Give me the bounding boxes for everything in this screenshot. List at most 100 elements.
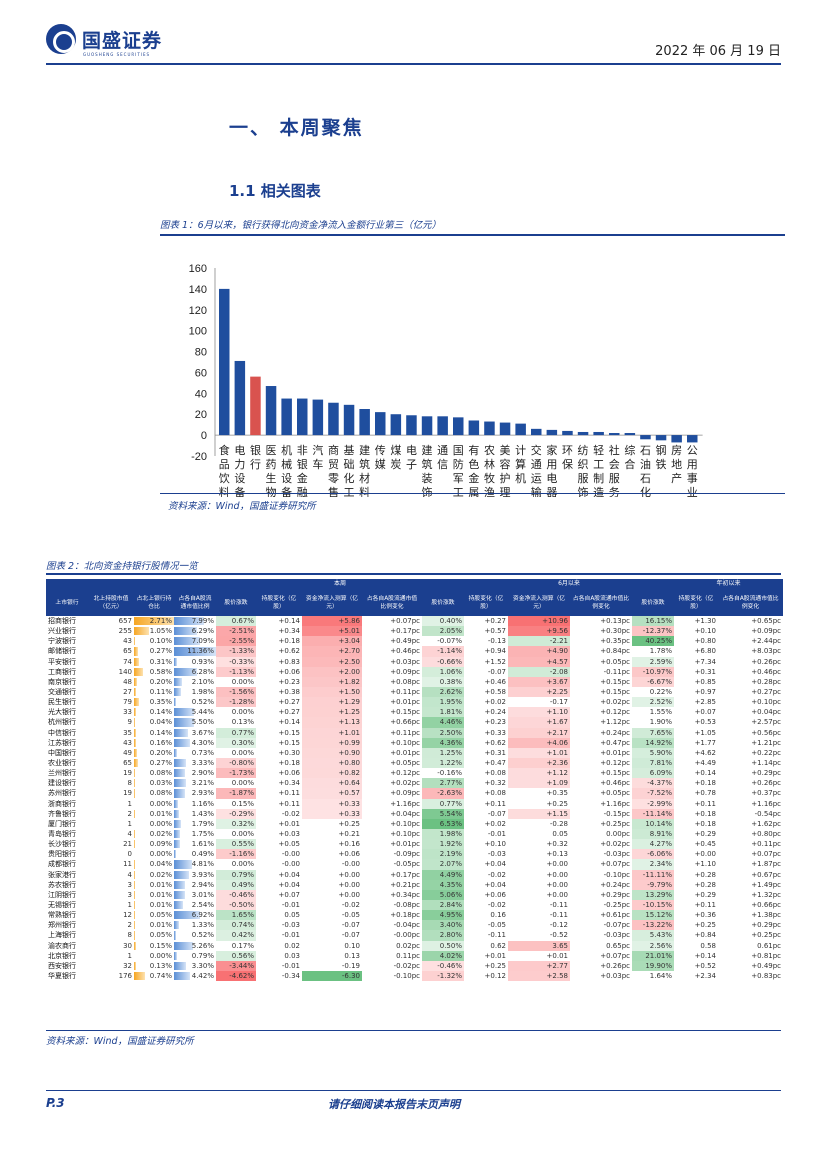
cell-value: +0.25 xyxy=(546,799,568,808)
table-cell: +0.01pc xyxy=(362,697,422,707)
cell-value: 1.98% xyxy=(191,688,214,697)
cell-value: +2.57pc xyxy=(751,718,782,727)
cell-value: 2.07% xyxy=(439,860,462,869)
figure1-source: 资料来源：Wind，国盛证券研究所 xyxy=(168,501,316,512)
cell-value: -0.00 xyxy=(281,850,300,859)
table-cell: 0.00% xyxy=(134,819,174,829)
cell-value: 3 xyxy=(127,880,132,889)
table-cell: +0.24pc xyxy=(570,880,632,890)
cell-value: 4.02% xyxy=(439,951,462,960)
table-cell: 3.21% xyxy=(174,778,216,788)
bar xyxy=(624,433,636,436)
table-cell: +1.13 xyxy=(302,717,362,728)
table-cell: -0.08pc xyxy=(362,900,422,910)
cell-value: -0.02 xyxy=(487,870,506,879)
cell-value: 21.01% xyxy=(645,951,673,960)
table-row: 上海银行 8 0.05% 0.52% 0.42% -0.01 -0.07 -0.00pc 2.8… xyxy=(46,930,783,941)
cell-value: +2.85 xyxy=(694,698,717,707)
cell-value: -7.52% xyxy=(647,789,673,798)
cell-value: +0.06 xyxy=(484,890,506,899)
table-cell: +1.25 xyxy=(302,707,362,718)
databar xyxy=(134,677,137,686)
cell-value: -0.66% xyxy=(437,657,462,666)
table-cell: 南京银行 xyxy=(46,677,88,687)
table-cell: +5.86 xyxy=(302,616,362,627)
databar xyxy=(134,647,138,656)
cell-value: +0.03pc xyxy=(600,971,630,980)
table-cell: 浙商银行 xyxy=(46,799,88,809)
table-cell: 11 xyxy=(88,859,134,869)
cell-value: 6.29% xyxy=(191,627,214,636)
table-cell: +2.77 xyxy=(508,960,570,971)
cell-value: +0.09pc xyxy=(751,627,782,636)
table-cell: 1.78% xyxy=(632,646,674,656)
cell-value: +0.11pc xyxy=(390,728,420,737)
cell-value: 33 xyxy=(123,708,132,717)
cell-value: +0.02 xyxy=(484,819,506,828)
cell-value: 0.30% xyxy=(231,738,254,747)
cell-value: +0.84pc xyxy=(600,647,630,656)
databar xyxy=(134,840,136,849)
table-cell: 0.27% xyxy=(134,646,174,656)
table-row: 无锡银行 1 0.01% 2.54% -0.50% -0.01 -0.02 -0.08pc 2.… xyxy=(46,899,783,911)
table-row: 西安银行 32 0.13% 3.30% -3.44% -0.01 -0.19 -0.02pc -… xyxy=(46,960,783,971)
table-cell: +0.34 xyxy=(256,626,302,636)
table-cell: 0.49% xyxy=(174,849,216,859)
table-cell: 74 xyxy=(88,657,134,667)
x-category-label: 传媒 xyxy=(375,444,386,471)
table-cell: +0.01 xyxy=(256,819,302,829)
table-cell: +1.29 xyxy=(302,697,362,708)
table-cell: +0.47 xyxy=(464,758,508,768)
table-cell: 1.65% xyxy=(216,910,256,921)
table-cell: -0.15pc xyxy=(570,809,632,819)
cell-value: 4 xyxy=(127,830,132,839)
table-cell: 1.33% xyxy=(174,920,216,930)
cell-value: 0.40% xyxy=(439,617,462,626)
table-cell: 1 xyxy=(88,900,134,910)
table-cell: +0.04 xyxy=(464,859,508,869)
table-cell: -0.52 xyxy=(508,930,570,940)
databar xyxy=(134,860,135,869)
x-category-label: 有色金属 xyxy=(468,443,479,497)
column-header: 持股变化（亿股） xyxy=(464,589,508,616)
cell-value: +0.28pc xyxy=(751,677,782,686)
databar xyxy=(174,931,176,940)
table-cell: 43 xyxy=(88,636,134,646)
cell-value: 张家港行 xyxy=(48,870,76,879)
cell-value: +1.49pc xyxy=(751,880,782,889)
column-header: 资金净流入测算（亿元） xyxy=(508,589,570,616)
cell-value: -10.15% xyxy=(642,901,673,909)
table-cell: +0.05 xyxy=(256,839,302,849)
table-cell: +0.85 xyxy=(674,677,718,687)
table-cell: +0.04pc xyxy=(718,707,783,717)
cell-value: +0.47pc xyxy=(600,738,630,747)
cell-value: 2.94% xyxy=(191,880,214,889)
cell-value: +0.07pc xyxy=(600,951,630,960)
table-cell: +0.30pc xyxy=(570,626,632,636)
cell-value: +0.11 xyxy=(694,799,717,808)
cell-value: 0.74% xyxy=(231,921,254,930)
table-cell: +0.33 xyxy=(464,728,508,738)
cell-value: +2.00 xyxy=(338,667,360,676)
cell-value: 5.43% xyxy=(649,931,673,940)
cell-value: +0.06 xyxy=(338,850,360,859)
cell-value: 0.02% xyxy=(149,830,172,839)
table-cell: 40.25% xyxy=(632,636,675,647)
table-cell: -1.73% xyxy=(216,768,256,779)
table-cell: +0.49pc xyxy=(718,961,783,971)
table-cell: 19 xyxy=(88,768,134,778)
cell-value: 32 xyxy=(123,961,132,970)
table-cell: 0.27% xyxy=(134,758,174,768)
cell-value: -0.07 xyxy=(487,809,506,818)
table-row: 邮储银行 65 0.27% 11.36% -1.33% +0.62 +2.70 +0.46pc… xyxy=(46,646,783,657)
table-row: 工商银行 140 0.58% 6.28% -1.13% +0.06 +2.00 +0.09pc… xyxy=(46,666,783,677)
cell-value: +0.03pc xyxy=(390,657,420,666)
cell-value: -2.51% xyxy=(229,627,254,636)
column-header: 占各自A股流通市值比例 xyxy=(174,589,216,616)
cell-value: +0.66pc xyxy=(751,901,782,909)
table-cell: -0.28 xyxy=(508,819,570,829)
table-cell: 0.02% xyxy=(134,829,174,839)
cell-value: 5.54% xyxy=(439,809,462,818)
table-cell: +0.31 xyxy=(464,748,508,758)
cell-value: +2.70 xyxy=(338,647,360,656)
